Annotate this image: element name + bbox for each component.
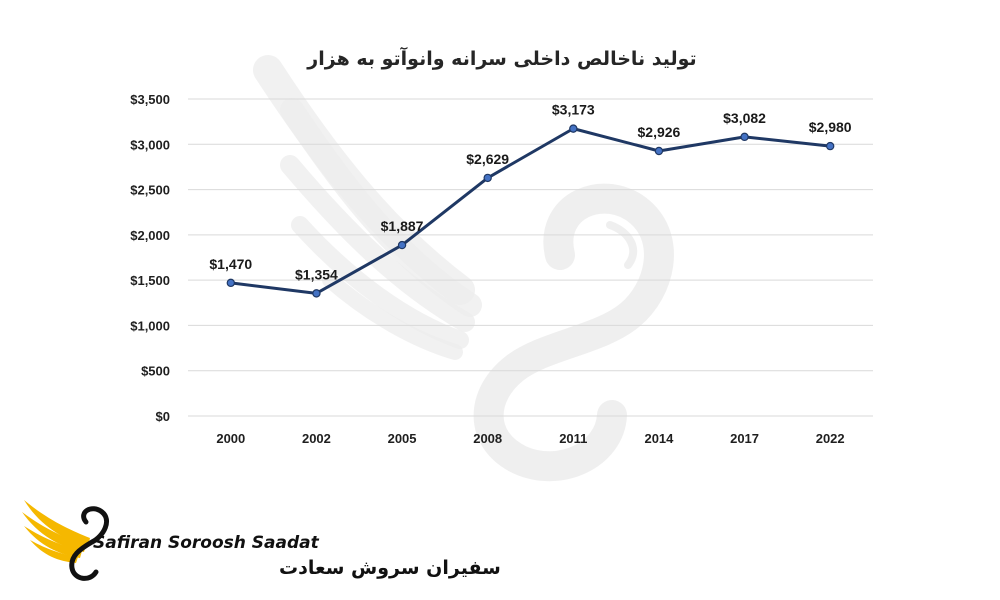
logo-name-en: Safiran Soroosh Saadat: [93, 533, 320, 553]
data-label: $2,926: [638, 124, 681, 140]
data-labels: $1,470 $1,354 $1,887 $2,629 $3,173 $2,926 $3,0…: [209, 102, 851, 283]
x-tick-label: 2005: [388, 431, 417, 446]
data-point: [312, 289, 321, 298]
y-tick-label: $1,500: [130, 273, 170, 288]
y-tick-label: $3,000: [130, 137, 170, 152]
x-tick-label: 2008: [473, 431, 502, 446]
data-label: $2,629: [466, 151, 509, 167]
data-label: $1,470: [209, 256, 252, 272]
data-point: [483, 173, 492, 183]
x-tick-label: 2017: [730, 431, 759, 446]
y-tick-label: $500: [141, 364, 170, 379]
logo-name-fa: سفیران سروش سعادت: [279, 557, 501, 579]
data-point: [654, 146, 664, 156]
gridlines: [188, 98, 873, 417]
data-label: $2,980: [809, 119, 852, 135]
x-axis-ticks: 2000 2002 2005 2008 2011 2014 2017 2022: [216, 431, 844, 446]
y-tick-label: $0: [156, 409, 170, 424]
y-tick-label: $3,500: [130, 92, 170, 107]
winged-s-watermark-icon: [253, 55, 674, 482]
x-tick-label: 2002: [302, 431, 331, 446]
data-label: $3,173: [552, 102, 595, 118]
y-tick-label: $2,000: [130, 228, 170, 243]
y-tick-label: $1,000: [130, 318, 170, 333]
data-point: [397, 240, 407, 250]
data-label: $1,887: [381, 218, 424, 234]
data-point: [740, 132, 749, 142]
chart-title: تولید ناخالص داخلی سرانه وانوآتو به هزار: [306, 46, 696, 70]
series-layer: [226, 124, 835, 298]
x-tick-label: 2014: [644, 431, 674, 446]
data-label: $1,354: [295, 266, 338, 282]
x-tick-label: 2011: [559, 431, 587, 446]
x-tick-label: 2022: [816, 431, 845, 446]
data-point: [825, 141, 835, 151]
y-tick-label: $2,500: [130, 183, 170, 198]
data-point: [569, 124, 578, 133]
y-axis-ticks: $0 $500 $1,000 $1,500 $2,000 $2,500 $3,000 $3,5…: [130, 92, 170, 424]
series-line: [229, 127, 832, 295]
logo: Safiran Soroosh Saadat سفیران سروش سعادت: [22, 500, 501, 581]
data-point: [226, 278, 236, 288]
data-label: $3,082: [723, 110, 766, 126]
winged-s-logo-icon: [22, 500, 109, 581]
x-tick-label: 2000: [216, 431, 245, 446]
